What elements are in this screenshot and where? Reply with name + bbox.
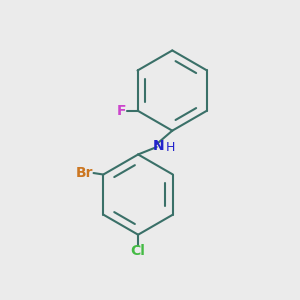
Text: H: H: [165, 141, 175, 154]
Text: Br: Br: [75, 166, 93, 180]
Text: N: N: [152, 139, 164, 152]
Text: F: F: [116, 103, 126, 118]
Text: Cl: Cl: [131, 244, 146, 258]
